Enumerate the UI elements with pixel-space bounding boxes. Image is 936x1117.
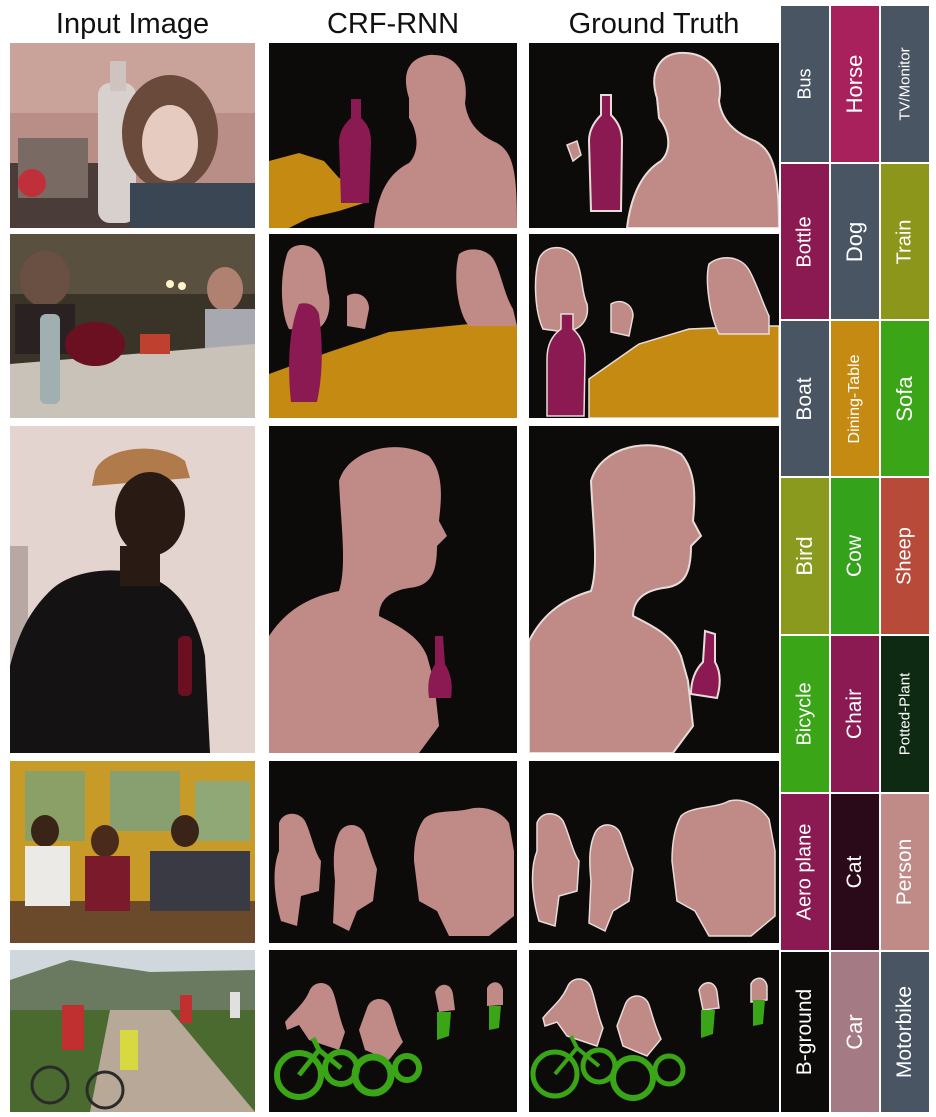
legend-label: Car bbox=[842, 1014, 867, 1050]
legend-swatch-dog: Dog bbox=[831, 164, 879, 319]
legend-label: Bottle bbox=[793, 215, 816, 268]
crf-rnn-segmentation-row-5 bbox=[269, 950, 517, 1112]
legend-swatch-cat: Cat bbox=[831, 794, 879, 950]
legend-swatch-aero-plane: Aero plane bbox=[781, 794, 829, 950]
legend-label: Train bbox=[893, 219, 916, 264]
input-image-row-4 bbox=[10, 761, 255, 943]
header-ground-truth: Ground Truth bbox=[568, 8, 740, 40]
legend-swatch-sheep: Sheep bbox=[881, 478, 929, 634]
input-image-row-3 bbox=[10, 426, 255, 753]
header-input-image: Input Image bbox=[55, 8, 210, 40]
legend-label: Potted-Plant bbox=[896, 672, 914, 756]
legend-swatch-tv-monitor: TV/Monitor bbox=[881, 6, 929, 162]
legend-swatch-bicycle: Bicycle bbox=[781, 636, 829, 792]
legend-swatch-train: Train bbox=[881, 164, 929, 319]
legend-swatch-bus: Bus bbox=[781, 6, 829, 162]
input-image-row-1 bbox=[10, 43, 255, 228]
legend-label: B-ground bbox=[793, 988, 816, 1076]
legend-label: Person bbox=[893, 838, 916, 906]
legend-swatch-bottle: Bottle bbox=[781, 164, 829, 319]
legend-label: Sheep bbox=[893, 527, 916, 585]
legend-swatch-potted-plant: Potted-Plant bbox=[881, 636, 929, 792]
input-image-row-2 bbox=[10, 234, 255, 418]
ground-truth-segmentation-row-4 bbox=[529, 761, 779, 943]
legend-swatch-chair: Chair bbox=[831, 636, 879, 792]
legend-label: Horse bbox=[842, 54, 867, 114]
crf-rnn-segmentation-row-4 bbox=[269, 761, 517, 943]
crf-rnn-segmentation-row-2 bbox=[269, 234, 517, 418]
legend-swatch-dining-table: Dining-Table bbox=[831, 321, 879, 476]
legend-swatch-car: Car bbox=[831, 952, 879, 1112]
legend-label: Cat bbox=[843, 855, 866, 889]
legend-swatch-motorbike: Motorbike bbox=[881, 952, 929, 1112]
crf-rnn-segmentation-row-1 bbox=[269, 43, 517, 228]
legend-swatch-cow: Cow bbox=[831, 478, 879, 634]
legend-label: Aero plane bbox=[793, 823, 816, 921]
legend-swatch-b-ground: B-ground bbox=[781, 952, 829, 1112]
ground-truth-segmentation-row-1 bbox=[529, 43, 779, 228]
legend-swatch-bird: Bird bbox=[781, 478, 829, 634]
ground-truth-segmentation-row-5 bbox=[529, 950, 779, 1112]
legend-label: Dining-Table bbox=[846, 354, 863, 443]
legend-label: Bird bbox=[792, 536, 817, 576]
legend-swatch-sofa: Sofa bbox=[881, 321, 929, 476]
crf-rnn-segmentation-row-3 bbox=[269, 426, 517, 753]
legend-label: Dog bbox=[842, 221, 867, 262]
legend-label: Sofa bbox=[892, 375, 917, 422]
legend-label: Bicycle bbox=[793, 682, 816, 746]
legend-swatch-person: Person bbox=[881, 794, 929, 950]
legend-label: Cow bbox=[843, 534, 866, 578]
input-image-row-5 bbox=[10, 950, 255, 1112]
legend-label: Boat bbox=[793, 376, 816, 421]
ground-truth-segmentation-row-2 bbox=[529, 234, 779, 418]
legend-label: Chair bbox=[843, 688, 866, 740]
header-crf-rnn: CRF-RNN bbox=[326, 8, 460, 40]
legend-swatch-boat: Boat bbox=[781, 321, 829, 476]
legend-label: Motorbike bbox=[893, 985, 916, 1079]
ground-truth-segmentation-row-3 bbox=[529, 426, 779, 753]
color-legend: Bus Horse TV/Monitor Bottle Dog Train Boat Dini… bbox=[781, 6, 931, 1112]
legend-label: Bus bbox=[794, 68, 815, 100]
legend-label: TV/Monitor bbox=[896, 47, 914, 121]
legend-swatch-horse: Horse bbox=[831, 6, 879, 162]
